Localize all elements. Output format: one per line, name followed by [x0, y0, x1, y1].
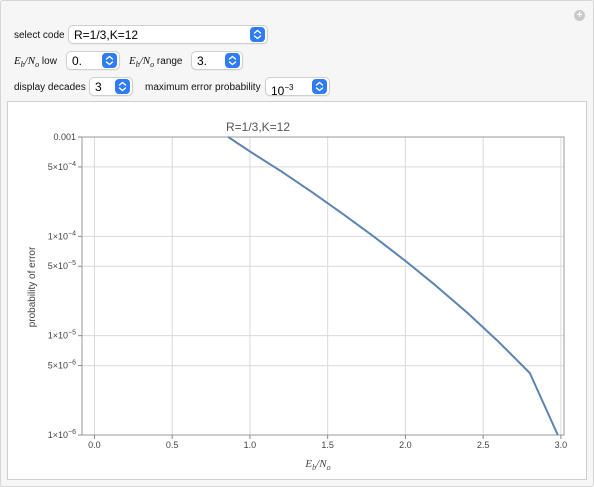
chevron-updown-icon	[115, 79, 130, 94]
y-tick-label: 1×10−5	[48, 330, 76, 341]
max-error-value: 10−3	[271, 83, 294, 98]
x-tick-label: 1.5	[321, 440, 334, 450]
max-error-label: maximum error probability	[145, 82, 261, 93]
x-tick-label: 2.0	[399, 440, 412, 450]
chart-title: R=1/3,K=12	[226, 120, 290, 134]
x-axis-label: Eb/No	[304, 458, 330, 472]
display-decades-popup[interactable]: 3	[89, 77, 133, 96]
y-tick-label: 5×10−6	[48, 360, 76, 371]
select-code-label: select code	[14, 30, 65, 41]
grid-lines	[82, 136, 564, 436]
error-curve	[227, 136, 559, 436]
chevron-updown-icon	[250, 27, 265, 42]
plot-frame: 0.0 0.5 1.0 1.5 2.0 2.5 3.0 0.001 5×10−4 1×10−4 5×…	[7, 101, 587, 480]
series-group	[227, 136, 559, 436]
ebno-low-value: 0.	[72, 54, 83, 68]
x-tick-label: 1.0	[244, 440, 257, 450]
select-code-value: R=1/3,K=12	[74, 28, 139, 42]
ebno-range-label: Eb/No range	[129, 55, 183, 70]
axis-ticks: 0.0 0.5 1.0 1.5 2.0 2.5 3.0 0.001 5×10−4 1×10−4 5×…	[48, 132, 567, 450]
chevron-updown-icon	[312, 79, 327, 94]
y-tick-label: 1×10−6	[48, 429, 76, 440]
y-tick-label: 1×10−4	[48, 230, 76, 241]
chevron-updown-icon	[225, 53, 240, 68]
ebno-low-label: Eb/No low	[14, 55, 57, 70]
max-error-popup[interactable]: 10−3	[265, 77, 330, 98]
ebno-low-popup[interactable]: 0.	[66, 51, 120, 70]
y-tick-label: 5×10−5	[48, 260, 76, 271]
chevron-updown-icon	[102, 53, 117, 68]
ebno-range-popup[interactable]: 3.	[191, 51, 243, 70]
y-tick-label: 5×10−4	[48, 161, 76, 172]
y-tick-label: 0.001	[53, 132, 76, 142]
add-icon[interactable]: +	[574, 10, 585, 21]
x-tick-label: 0.5	[166, 440, 179, 450]
select-code-popup[interactable]: R=1/3,K=12	[68, 25, 268, 44]
axes-frame	[81, 136, 565, 436]
display-decades-value: 3	[95, 80, 102, 94]
x-tick-label: 2.5	[477, 440, 490, 450]
x-tick-label: 3.0	[555, 440, 568, 450]
x-tick-label: 0.0	[88, 440, 101, 450]
y-axis-label: probability of error	[27, 246, 38, 327]
display-decades-label: display decades	[14, 82, 86, 93]
error-probability-chart: 0.0 0.5 1.0 1.5 2.0 2.5 3.0 0.001 5×10−4 1×10−4 5×…	[27, 120, 567, 472]
ebno-range-value: 3.	[197, 54, 208, 68]
